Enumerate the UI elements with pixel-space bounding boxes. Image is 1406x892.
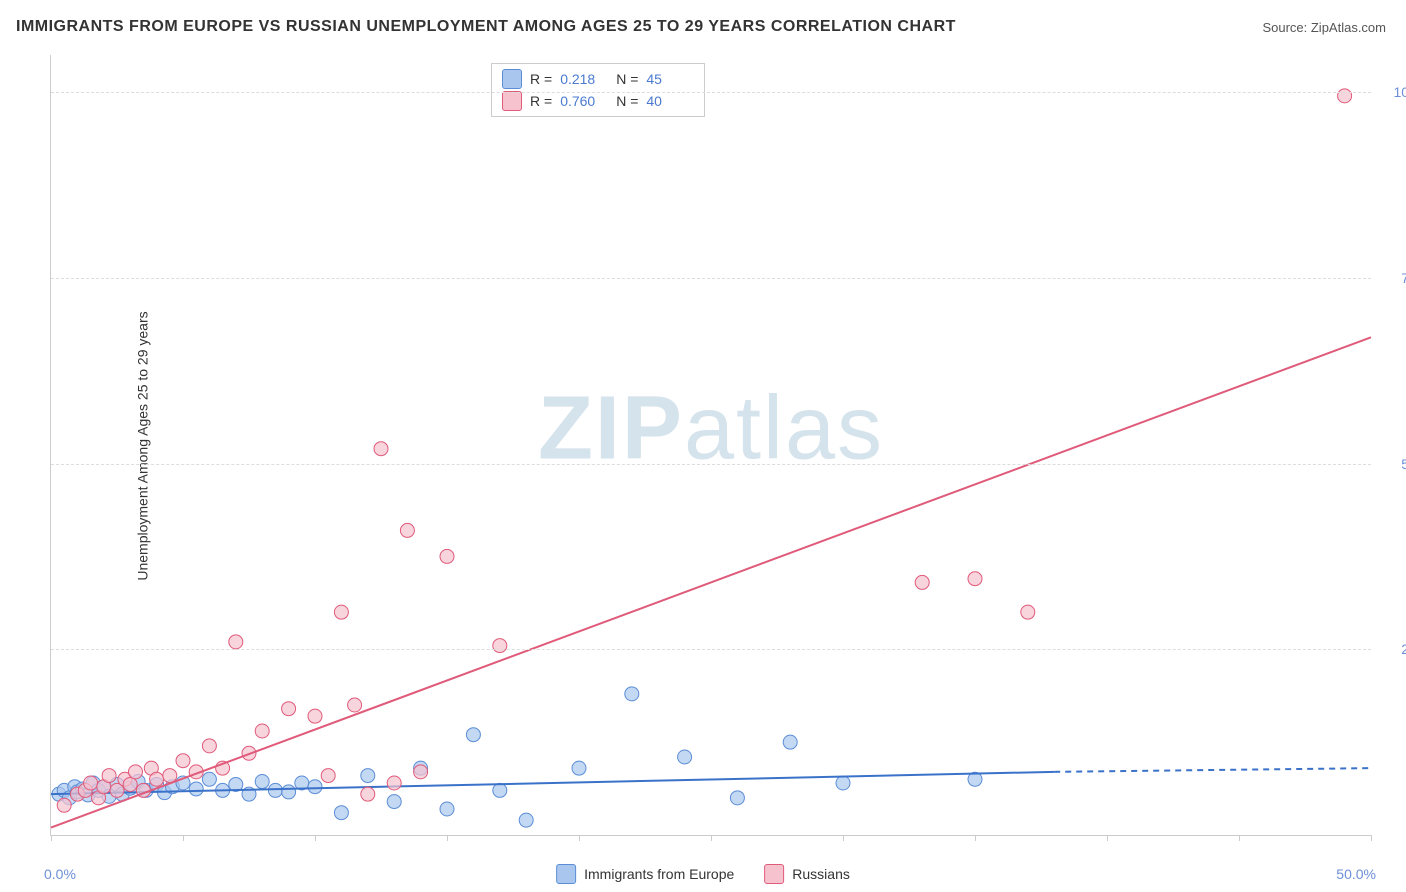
scatter-point bbox=[361, 769, 375, 783]
scatter-point bbox=[730, 791, 744, 805]
grid-line bbox=[51, 649, 1371, 650]
scatter-point bbox=[572, 761, 586, 775]
source-attribution: Source: ZipAtlas.com bbox=[1262, 20, 1386, 35]
bottom-legend: Immigrants from Europe Russians bbox=[556, 864, 850, 884]
x-tick bbox=[1239, 835, 1240, 841]
n-value-russians: 40 bbox=[646, 90, 694, 112]
bottom-legend-label-russians: Russians bbox=[792, 866, 850, 882]
scatter-point bbox=[387, 776, 401, 790]
scatter-point bbox=[150, 772, 164, 786]
bottom-legend-label-europe: Immigrants from Europe bbox=[584, 866, 734, 882]
x-axis-max-label: 50.0% bbox=[1336, 866, 1376, 882]
scatter-point bbox=[1021, 605, 1035, 619]
scatter-point bbox=[374, 442, 388, 456]
x-tick bbox=[711, 835, 712, 841]
y-tick-label: 50.0% bbox=[1381, 456, 1406, 472]
scatter-point bbox=[308, 709, 322, 723]
scatter-point bbox=[255, 724, 269, 738]
scatter-point bbox=[282, 785, 296, 799]
swatch-russians bbox=[502, 91, 522, 111]
source-name: ZipAtlas.com bbox=[1311, 20, 1386, 35]
grid-line bbox=[51, 464, 1371, 465]
bottom-legend-item-europe: Immigrants from Europe bbox=[556, 864, 734, 884]
correlation-legend: R = 0.218 N = 45 R = 0.760 N = 40 bbox=[491, 63, 705, 117]
r-value-russians: 0.760 bbox=[560, 90, 608, 112]
scatter-point bbox=[836, 776, 850, 790]
chart-svg bbox=[51, 55, 1371, 835]
y-tick-label: 100.0% bbox=[1381, 84, 1406, 100]
scatter-point bbox=[493, 639, 507, 653]
scatter-point bbox=[348, 698, 362, 712]
bottom-legend-item-russians: Russians bbox=[764, 864, 850, 884]
source-prefix: Source: bbox=[1262, 20, 1310, 35]
scatter-point bbox=[414, 765, 428, 779]
y-tick-label: 75.0% bbox=[1381, 270, 1406, 286]
trend-line bbox=[51, 337, 1371, 827]
x-tick bbox=[51, 835, 52, 841]
scatter-point bbox=[102, 769, 116, 783]
x-axis-min-label: 0.0% bbox=[44, 866, 76, 882]
scatter-point bbox=[334, 806, 348, 820]
page: IMMIGRANTS FROM EUROPE VS RUSSIAN UNEMPL… bbox=[0, 0, 1406, 892]
r-label: R = bbox=[530, 68, 552, 90]
scatter-point bbox=[202, 772, 216, 786]
scatter-point bbox=[493, 783, 507, 797]
chart-plot-area: ZIPatlas R = 0.218 N = 45 R = 0.760 N = … bbox=[50, 55, 1371, 836]
scatter-point bbox=[625, 687, 639, 701]
scatter-point bbox=[440, 802, 454, 816]
scatter-point bbox=[400, 523, 414, 537]
scatter-point bbox=[255, 775, 269, 789]
r-label: R = bbox=[530, 90, 552, 112]
x-tick bbox=[1371, 835, 1372, 841]
scatter-point bbox=[268, 783, 282, 797]
n-label: N = bbox=[616, 68, 638, 90]
x-tick bbox=[975, 835, 976, 841]
scatter-point bbox=[176, 754, 190, 768]
scatter-point bbox=[387, 795, 401, 809]
x-tick bbox=[447, 835, 448, 841]
x-tick bbox=[843, 835, 844, 841]
x-tick bbox=[1107, 835, 1108, 841]
swatch-russians-icon bbox=[764, 864, 784, 884]
chart-title: IMMIGRANTS FROM EUROPE VS RUSSIAN UNEMPL… bbox=[16, 18, 956, 36]
scatter-point bbox=[1338, 89, 1352, 103]
scatter-point bbox=[57, 798, 71, 812]
scatter-point bbox=[189, 782, 203, 796]
scatter-point bbox=[229, 635, 243, 649]
grid-line bbox=[51, 92, 1371, 93]
scatter-point bbox=[84, 776, 98, 790]
scatter-point bbox=[440, 549, 454, 563]
legend-row-russians: R = 0.760 N = 40 bbox=[502, 90, 694, 112]
scatter-point bbox=[334, 605, 348, 619]
scatter-point bbox=[321, 769, 335, 783]
n-value-europe: 45 bbox=[646, 68, 694, 90]
scatter-point bbox=[163, 769, 177, 783]
scatter-point bbox=[968, 572, 982, 586]
scatter-point bbox=[519, 813, 533, 827]
scatter-point bbox=[128, 765, 142, 779]
scatter-point bbox=[678, 750, 692, 764]
x-tick bbox=[579, 835, 580, 841]
scatter-point bbox=[123, 777, 137, 791]
r-value-europe: 0.218 bbox=[560, 68, 608, 90]
scatter-point bbox=[915, 575, 929, 589]
scatter-point bbox=[308, 780, 322, 794]
x-tick bbox=[315, 835, 316, 841]
swatch-europe-icon bbox=[556, 864, 576, 884]
swatch-europe bbox=[502, 69, 522, 89]
scatter-point bbox=[361, 787, 375, 801]
trend-line-extrapolated bbox=[1054, 768, 1371, 772]
y-tick-label: 25.0% bbox=[1381, 641, 1406, 657]
n-label: N = bbox=[616, 90, 638, 112]
scatter-point bbox=[282, 702, 296, 716]
x-tick bbox=[183, 835, 184, 841]
scatter-point bbox=[466, 728, 480, 742]
grid-line bbox=[51, 278, 1371, 279]
scatter-point bbox=[202, 739, 216, 753]
scatter-point bbox=[783, 735, 797, 749]
legend-row-europe: R = 0.218 N = 45 bbox=[502, 68, 694, 90]
